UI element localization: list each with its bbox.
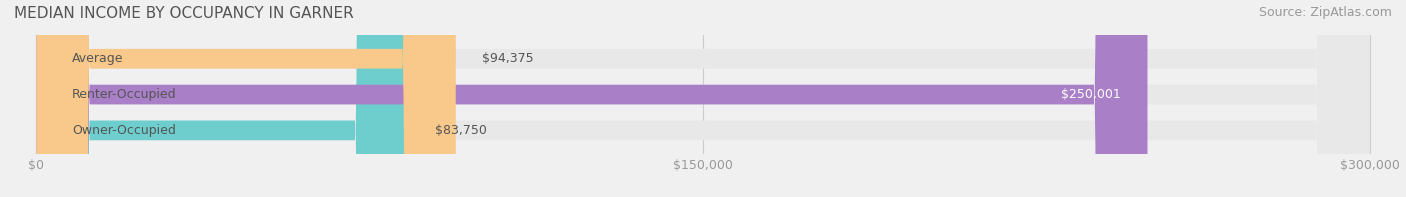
- Text: Source: ZipAtlas.com: Source: ZipAtlas.com: [1258, 6, 1392, 19]
- FancyBboxPatch shape: [37, 0, 1369, 197]
- Text: Owner-Occupied: Owner-Occupied: [72, 124, 176, 137]
- Text: Renter-Occupied: Renter-Occupied: [72, 88, 177, 101]
- FancyBboxPatch shape: [37, 0, 456, 197]
- FancyBboxPatch shape: [37, 0, 1147, 197]
- Text: $94,375: $94,375: [482, 52, 534, 65]
- Text: MEDIAN INCOME BY OCCUPANCY IN GARNER: MEDIAN INCOME BY OCCUPANCY IN GARNER: [14, 6, 354, 21]
- Text: $83,750: $83,750: [436, 124, 486, 137]
- FancyBboxPatch shape: [37, 0, 1369, 197]
- FancyBboxPatch shape: [37, 0, 1369, 197]
- Text: Average: Average: [72, 52, 124, 65]
- FancyBboxPatch shape: [37, 0, 409, 197]
- Text: $250,001: $250,001: [1062, 88, 1121, 101]
